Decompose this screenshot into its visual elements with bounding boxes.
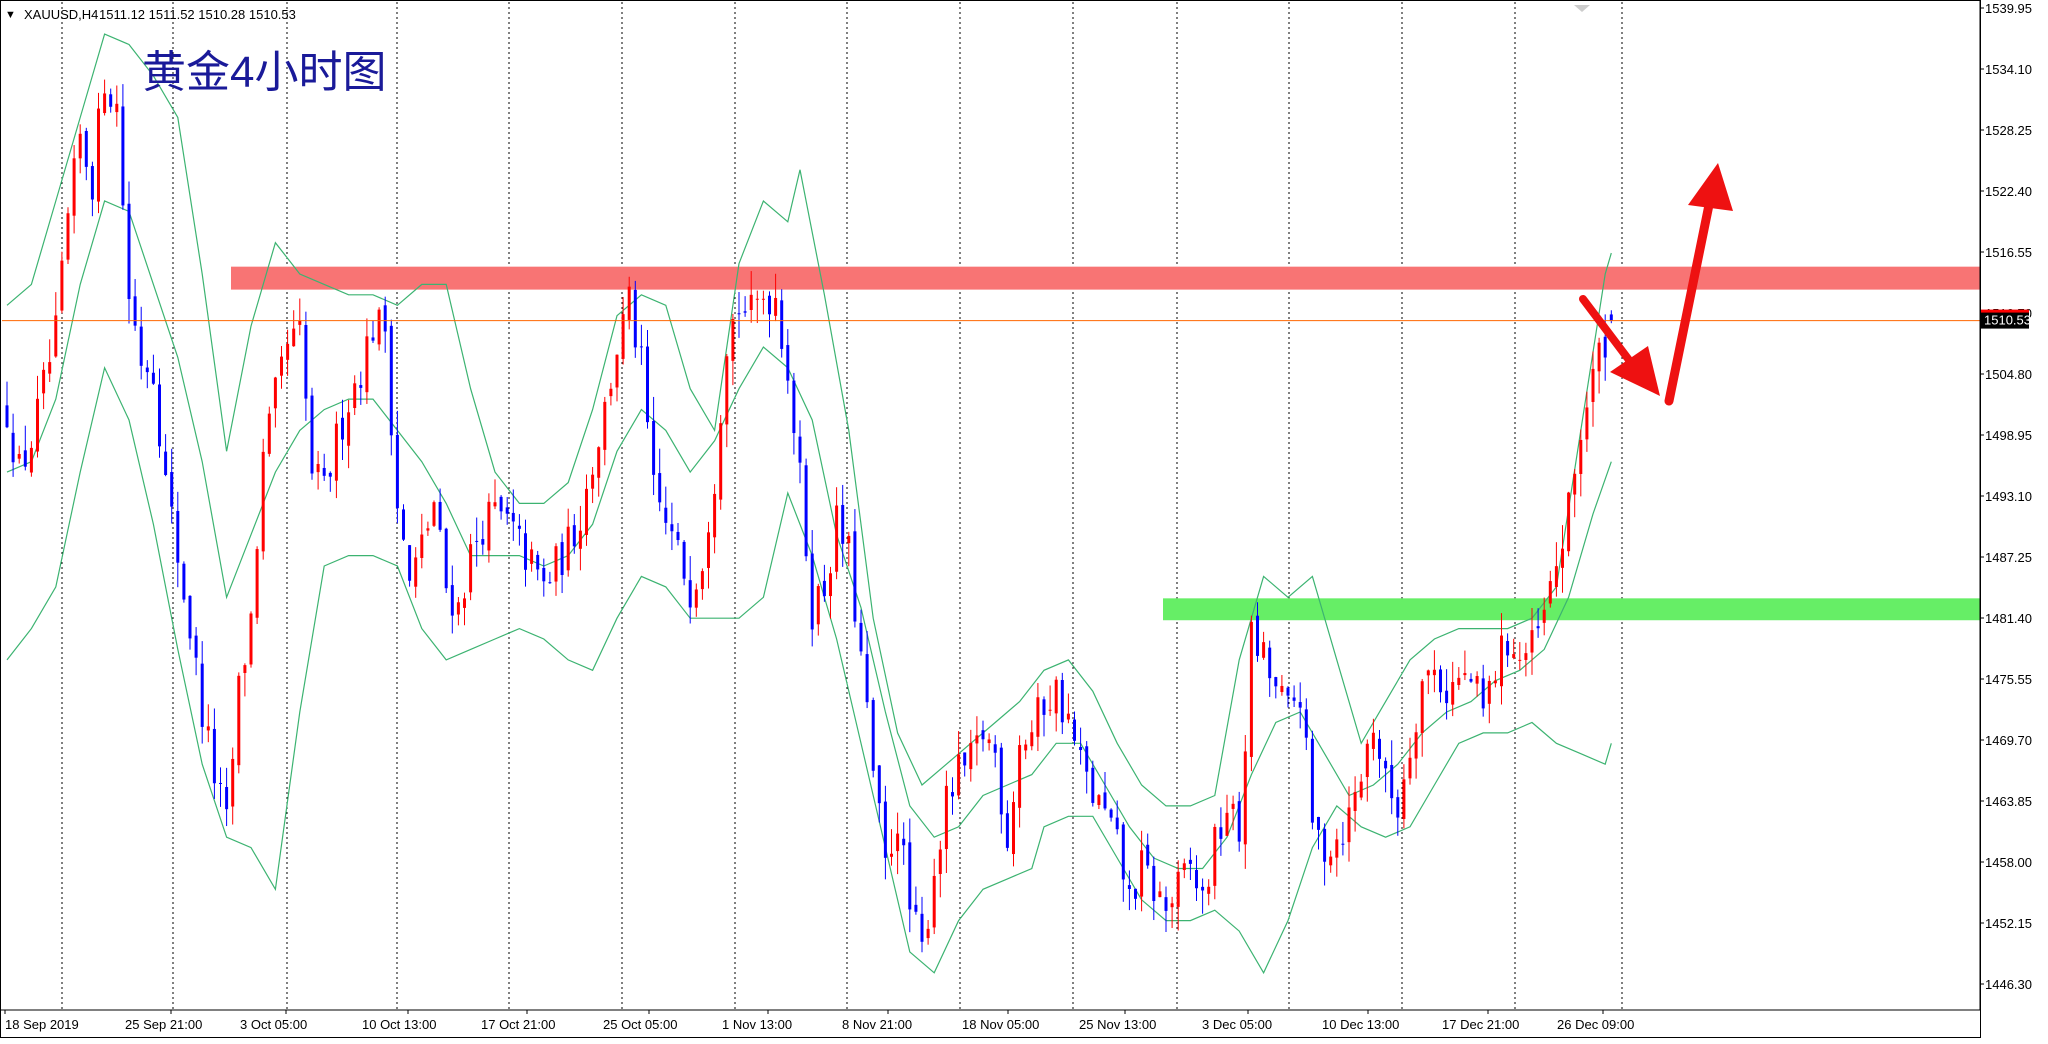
y-tick-label: 1481.40 [1985, 611, 2032, 626]
current-price-label: 1510.53 [1984, 313, 2031, 328]
candle [182, 561, 185, 602]
x-tick-label: 8 Nov 21:00 [842, 1017, 912, 1032]
y-tick-label: 1446.30 [1985, 977, 2032, 992]
candle [1250, 616, 1253, 772]
candle [872, 698, 875, 778]
y-tick-label: 1452.15 [1985, 916, 2032, 931]
candle [433, 501, 436, 527]
candle [97, 93, 100, 213]
candle [256, 546, 259, 624]
y-tick-label: 1463.85 [1985, 794, 2032, 809]
x-tick-label: 26 Dec 09:00 [1557, 1017, 1634, 1032]
candle [390, 320, 393, 456]
x-tick-label: 18 Sep 2019 [5, 1017, 79, 1032]
x-tick-label: 17 Dec 21:00 [1442, 1017, 1519, 1032]
candle [408, 545, 411, 587]
candle [719, 415, 722, 510]
x-tick-label: 25 Nov 13:00 [1079, 1017, 1156, 1032]
chart-annotation-title: 黄金4小时图 [142, 48, 386, 97]
candle [805, 459, 808, 562]
candle [683, 540, 686, 585]
current-price-marker [1981, 310, 2029, 313]
y-tick-label: 1458.00 [1985, 855, 2032, 870]
support-zone [1163, 598, 1981, 620]
x-tick-label: 17 Oct 21:00 [481, 1017, 555, 1032]
resistance-zone [231, 267, 1981, 290]
candle [1311, 731, 1314, 830]
x-tick-label: 10 Dec 13:00 [1322, 1017, 1399, 1032]
x-tick-label: 18 Nov 05:00 [962, 1017, 1039, 1032]
candle [445, 528, 448, 593]
y-tick-label: 1539.95 [1985, 1, 2032, 16]
candle [311, 388, 314, 480]
x-tick-label: 25 Sep 21:00 [125, 1017, 202, 1032]
y-tick-label: 1516.55 [1985, 245, 2032, 260]
candle [402, 504, 405, 541]
candle [1567, 492, 1570, 556]
y-tick-label: 1534.10 [1985, 62, 2032, 77]
candle [67, 207, 70, 264]
y-tick-label: 1475.55 [1985, 672, 2032, 687]
candle [250, 611, 253, 667]
candle [634, 281, 637, 358]
candle [378, 307, 381, 350]
y-tick-label: 1498.95 [1985, 428, 2032, 443]
y-tick-label: 1504.80 [1985, 367, 2032, 382]
candle [262, 439, 265, 560]
candle [237, 672, 240, 773]
x-tick-label: 3 Oct 05:00 [240, 1017, 307, 1032]
candle [60, 252, 63, 314]
x-tick-label: 10 Oct 13:00 [362, 1017, 436, 1032]
y-tick-label: 1469.70 [1985, 733, 2032, 748]
y-tick-label: 1493.10 [1985, 489, 2032, 504]
ohlc-readout: 1511.12 1511.52 1510.28 1510.53 [99, 7, 296, 22]
y-tick-label: 1528.25 [1985, 123, 2032, 138]
y-tick-label: 1487.25 [1985, 550, 2032, 565]
symbol-timeframe: XAUUSD,H4 [24, 7, 98, 22]
symbol-dropdown-icon[interactable]: ▼ [5, 9, 16, 21]
y-tick-label: 1522.40 [1985, 184, 2032, 199]
x-tick-label: 1 Nov 13:00 [722, 1017, 792, 1032]
x-tick-label: 3 Dec 05:00 [1202, 1017, 1272, 1032]
candle [268, 407, 271, 457]
x-tick-label: 25 Oct 05:00 [603, 1017, 677, 1032]
